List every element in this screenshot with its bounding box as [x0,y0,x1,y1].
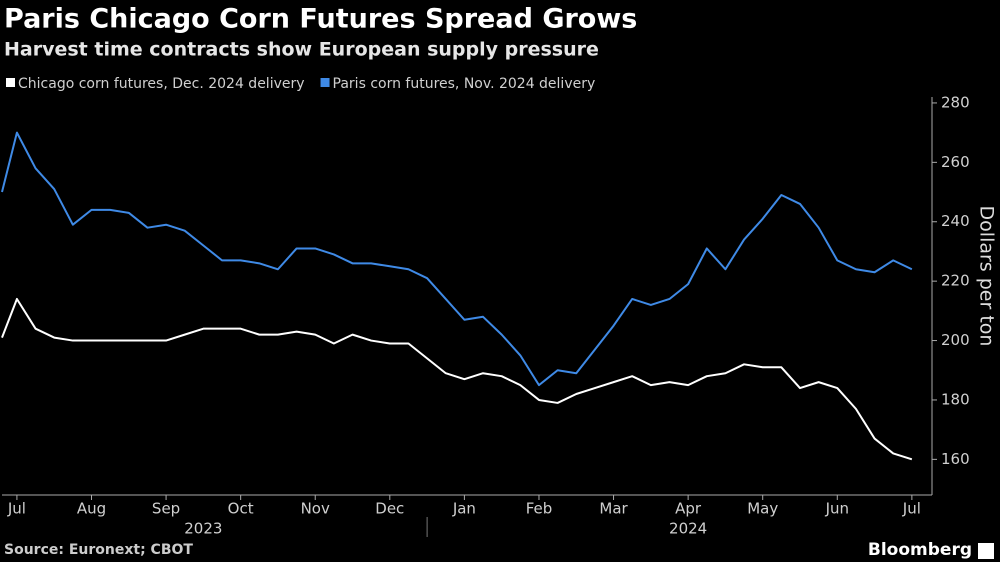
x-tick-label: Jul [902,500,921,518]
y-tick-label: 260 [941,153,970,171]
y-tick-label: 160 [941,450,970,468]
y-axis-title: Dollars per ton [976,206,998,347]
x-tick-label: Mar [599,500,628,518]
y-tick-label: 280 [941,93,970,111]
legend-label: Chicago corn futures, Dec. 2024 delivery [18,76,305,92]
y-tick-label: 240 [941,212,970,230]
source: Source: Euronext; CBOT [4,542,193,558]
x-tick-label: Nov [301,500,330,518]
x-tick-label: Jul [7,500,26,518]
x-tick-label: Aug [77,500,106,518]
x-tick-label: Jun [825,500,849,518]
x-tick-label: Sep [152,500,180,518]
x-tick-label: May [747,500,778,518]
series-line [1,297,913,461]
x-tick-label: Feb [526,500,553,518]
series-line [1,131,913,387]
x-tick-label: Apr [675,500,702,518]
year-label: 2024 [669,520,707,538]
chart-subtitle: Harvest time contracts show European sup… [4,39,599,61]
year-label: 2023 [184,520,222,538]
x-tick-label: Oct [228,500,254,518]
y-tick-label: 220 [941,272,970,290]
legend-swatch [6,78,15,87]
x-tick-label: Jan [452,500,476,518]
y-tick-label: 200 [941,331,970,349]
legend-label: Paris corn futures, Nov. 2024 delivery [333,76,596,92]
x-tick-label: Dec [375,500,404,518]
brand: Bloomberg [868,540,972,560]
legend-swatch [320,78,330,87]
chart-title: Paris Chicago Corn Futures Spread Grows [4,4,637,35]
y-tick-label: 180 [941,390,970,408]
brand-icon [978,543,994,559]
